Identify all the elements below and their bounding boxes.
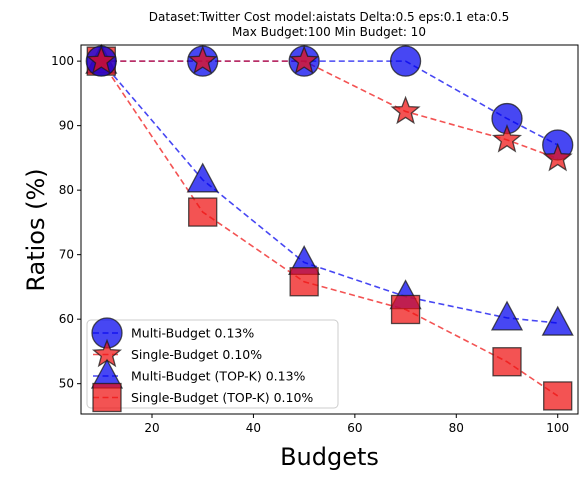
series-line-2	[101, 60, 558, 160]
legend-label: Single-Budget 0.10%	[131, 347, 262, 362]
chart-title-line-1: Dataset:Twitter Cost model:aistats Delta…	[149, 10, 509, 24]
series-4-point	[543, 381, 573, 411]
y-tick-label: 80	[59, 183, 74, 197]
x-tick-label: 40	[246, 421, 261, 435]
legend-label: Single-Budget (TOP-K) 0.10%	[131, 390, 313, 405]
axes-frame	[80, 44, 579, 415]
legend-item: Multi-Budget 0.13%	[91, 317, 254, 349]
series-2-point	[86, 45, 117, 74]
x-axis-label: Budgets	[280, 443, 379, 471]
y-tick-label: 90	[59, 119, 74, 133]
legend-item: Single-Budget (TOP-K) 0.10%	[92, 382, 313, 413]
legend: Multi-Budget 0.13% Single-Budget 0.10% Mul…	[86, 317, 339, 413]
series-2-point	[289, 45, 320, 74]
series-4-point	[390, 294, 421, 325]
chart-title-line-2: Max Budget:100 Min Budget: 10	[232, 25, 426, 39]
x-tick-label: 100	[546, 421, 569, 435]
legend-item: Multi-Budget (TOP-K) 0.13%	[90, 358, 306, 389]
y-tick-label: 60	[59, 312, 74, 326]
series-3-point	[490, 300, 524, 331]
series-3-point	[186, 162, 219, 193]
axis-ticks: 20 40 60 80 100 50 60 70 80 90 100	[51, 54, 569, 435]
series-3-point	[541, 305, 574, 336]
series-1-point	[389, 45, 422, 77]
y-tick-label: 50	[59, 377, 74, 391]
series-2-point	[187, 45, 218, 74]
y-tick-label: 70	[59, 248, 74, 262]
series-2-point	[390, 95, 421, 125]
series-2-point	[491, 124, 523, 153]
x-tick-label: 80	[449, 421, 464, 435]
legend-label: Multi-Budget 0.13%	[131, 326, 254, 341]
y-tick-label: 100	[51, 54, 74, 68]
y-axis-label: Ratios (%)	[22, 168, 50, 291]
plot-area	[85, 43, 574, 411]
x-tick-label: 20	[144, 421, 159, 435]
legend-marker	[92, 382, 122, 413]
series-4-point	[289, 267, 319, 297]
series-2-point	[542, 142, 573, 172]
legend-box	[86, 319, 339, 409]
series-4-point	[492, 347, 522, 377]
legend-label: Multi-Budget (TOP-K) 0.13%	[131, 369, 306, 384]
series-4-point	[188, 197, 218, 227]
x-tick-label: 60	[347, 421, 362, 435]
